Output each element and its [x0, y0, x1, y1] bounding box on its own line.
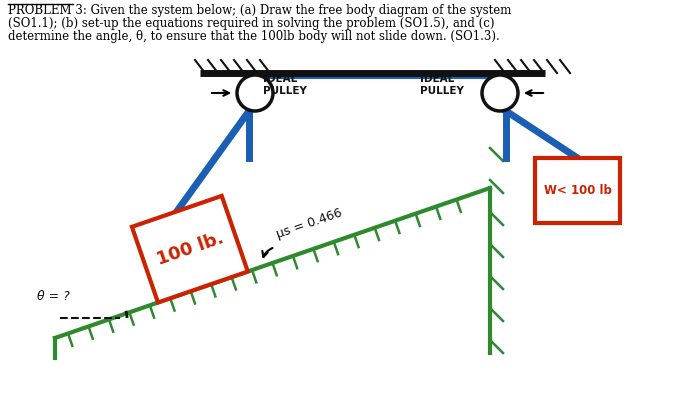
Text: θ = ?: θ = ? — [37, 289, 69, 303]
Text: 100 lb.: 100 lb. — [154, 229, 225, 269]
Circle shape — [482, 75, 518, 111]
Polygon shape — [132, 196, 248, 303]
Text: (SO1.1); (b) set-up the equations required in solving the problem (SO1.5), and (: (SO1.1); (b) set-up the equations requir… — [8, 17, 494, 30]
Text: W< 100 lb: W< 100 lb — [544, 184, 611, 197]
Text: IDEAL
PULLEY: IDEAL PULLEY — [420, 74, 464, 96]
Text: μs = 0.466: μs = 0.466 — [275, 206, 344, 241]
Text: PROBLEM 3: Given the system below; (a) Draw the free body diagram of the system: PROBLEM 3: Given the system below; (a) D… — [8, 4, 511, 17]
Text: determine the angle, θ, to ensure that the 100lb body will not slide down. (SO1.: determine the angle, θ, to ensure that t… — [8, 30, 500, 43]
Bar — [535, 158, 620, 223]
Text: IDEAL
PULLEY: IDEAL PULLEY — [263, 74, 307, 96]
Circle shape — [237, 75, 273, 111]
